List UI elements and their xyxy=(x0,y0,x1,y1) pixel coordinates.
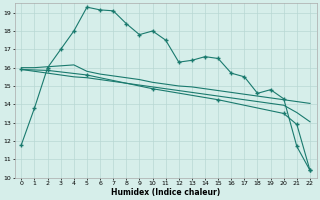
X-axis label: Humidex (Indice chaleur): Humidex (Indice chaleur) xyxy=(111,188,220,197)
